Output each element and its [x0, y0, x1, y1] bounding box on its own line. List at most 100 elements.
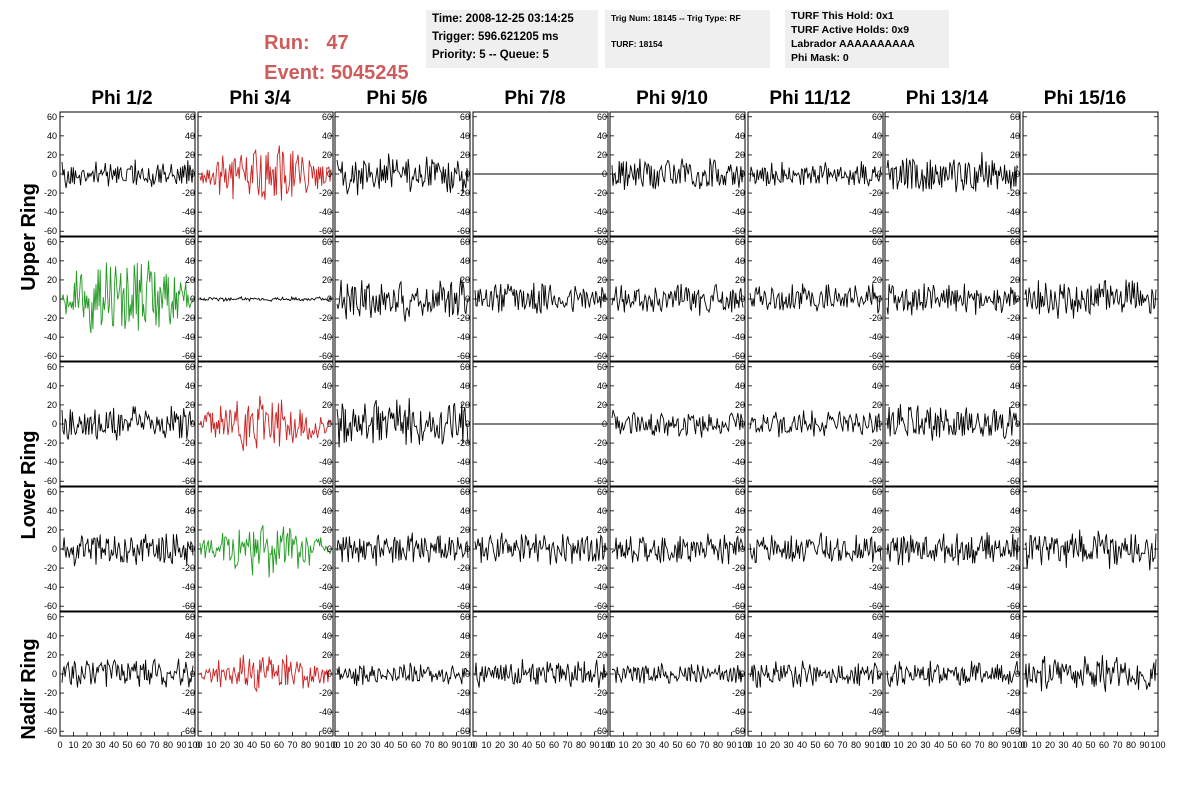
y-tick-label: 60 — [460, 112, 470, 122]
y-tick-label: 0 — [877, 169, 882, 179]
y-tick-label: -20 — [594, 313, 607, 323]
x-tick-label: 100 — [462, 740, 477, 750]
y-tick-label: 20 — [185, 150, 195, 160]
y-tick-label: 20 — [322, 400, 332, 410]
y-tick-label: 0 — [740, 419, 745, 429]
x-tick-label: 0 — [1020, 740, 1025, 750]
y-tick-label: -60 — [594, 226, 607, 236]
y-tick-label: 40 — [322, 506, 332, 516]
x-tick-label: 50 — [1085, 740, 1095, 750]
y-tick-label: 60 — [460, 612, 470, 622]
y-tick-label: 60 — [872, 612, 882, 622]
y-tick-label: -60 — [1007, 226, 1020, 236]
x-tick-label: 50 — [122, 740, 132, 750]
y-tick-label: -40 — [457, 207, 470, 217]
y-tick-label: 60 — [47, 487, 57, 497]
y-tick-label: -20 — [44, 313, 57, 323]
y-tick-label: 40 — [872, 631, 882, 641]
x-tick-label: 30 — [95, 740, 105, 750]
y-tick-label: -20 — [869, 188, 882, 198]
y-tick-label: 40 — [735, 631, 745, 641]
x-tick-label: 80 — [163, 740, 173, 750]
waveform-panel-r5-c8: -60 -40 -20 0 20 40 60 — [1007, 611, 1159, 737]
y-tick-label: -20 — [732, 563, 745, 573]
y-tick-label: -40 — [594, 332, 607, 342]
y-tick-label: -40 — [319, 332, 332, 342]
y-tick-label: -20 — [319, 688, 332, 698]
y-tick-label: 0 — [52, 419, 57, 429]
y-tick-label: 40 — [872, 381, 882, 391]
turf-line: TURF: 18154 — [611, 39, 663, 49]
y-tick-label: -40 — [182, 582, 195, 592]
y-tick-label: 20 — [872, 525, 882, 535]
y-tick-label: 40 — [322, 631, 332, 641]
y-tick-label: 0 — [52, 669, 57, 679]
y-tick-label: 60 — [597, 487, 607, 497]
y-tick-label: -40 — [869, 207, 882, 217]
panel-frame — [197, 361, 334, 487]
x-tick-label: 90 — [589, 740, 599, 750]
y-tick-label: 0 — [190, 169, 195, 179]
y-tick-label: -40 — [732, 457, 745, 467]
waveform-trace — [61, 658, 194, 688]
y-tick-label: -40 — [457, 457, 470, 467]
y-tick-label: -60 — [182, 226, 195, 236]
y-tick-label: 0 — [740, 669, 745, 679]
y-tick-label: 40 — [597, 506, 607, 516]
y-tick-label: 40 — [872, 131, 882, 141]
panel-frame — [59, 111, 196, 237]
waveform-panel-r1-c3: -60 -40 -20 0 20 40 60 — [319, 111, 471, 237]
waveform-panel-r2-c7: -60 -40 -20 0 20 40 60 — [869, 236, 1021, 362]
trig-num-line: Trig Num: 18145 -- Trig Type: RF — [611, 13, 741, 23]
y-tick-label: 20 — [47, 650, 57, 660]
y-tick-label: -60 — [44, 476, 57, 486]
y-tick-label: 20 — [1010, 150, 1020, 160]
waveform-trace — [336, 398, 469, 448]
y-tick-label: -40 — [594, 457, 607, 467]
y-tick-label: 20 — [322, 150, 332, 160]
y-tick-label: 60 — [1010, 112, 1020, 122]
y-tick-label: 60 — [597, 112, 607, 122]
y-tick-label: 60 — [1010, 487, 1020, 497]
y-tick-label: 40 — [1010, 381, 1020, 391]
y-tick-label: -40 — [182, 207, 195, 217]
y-tick-label: 0 — [1015, 544, 1020, 554]
y-tick-label: -20 — [182, 313, 195, 323]
y-tick-label: -20 — [319, 313, 332, 323]
x-tick-label: 60 — [274, 740, 284, 750]
y-tick-label: -60 — [319, 351, 332, 361]
waveform-trace — [199, 525, 332, 578]
y-tick-label: 60 — [872, 237, 882, 247]
waveform-panel-r3-c8: -60 -40 -20 0 20 40 60 — [1007, 361, 1159, 487]
phi-label-7: Phi 13/14 — [905, 88, 989, 109]
y-tick-label: 0 — [602, 669, 607, 679]
waveform-trace — [749, 161, 882, 187]
waveform-trace — [61, 405, 194, 441]
y-tick-label: 60 — [47, 112, 57, 122]
waveform-panel-r4-c7: -60 -40 -20 0 20 40 60 — [869, 486, 1021, 612]
panel-frame — [609, 611, 746, 737]
waveform-panel-r4-c5: -60 -40 -20 0 20 40 60 — [594, 486, 746, 612]
y-tick-label: 0 — [602, 169, 607, 179]
y-tick-label: 20 — [460, 275, 470, 285]
y-tick-label: 20 — [735, 650, 745, 660]
waveform-trace — [611, 533, 744, 565]
y-tick-label: 20 — [47, 275, 57, 285]
y-tick-label: 20 — [460, 150, 470, 160]
x-tick-label: 30 — [920, 740, 930, 750]
y-tick-label: -20 — [44, 438, 57, 448]
y-tick-label: 60 — [735, 237, 745, 247]
y-tick-label: -20 — [457, 438, 470, 448]
x-tick-label: 30 — [645, 740, 655, 750]
y-tick-label: 40 — [47, 256, 57, 266]
x-tick-label: 100 — [600, 740, 615, 750]
y-tick-label: 60 — [1010, 612, 1020, 622]
y-tick-label: 60 — [460, 362, 470, 372]
waveform-panel-r5-c2: -60 -40 -20 0 20 40 60 — [182, 611, 334, 737]
waveform-trace — [61, 260, 194, 334]
x-tick-label: 0 — [607, 740, 612, 750]
y-tick-label: 20 — [735, 525, 745, 535]
y-tick-label: 0 — [190, 544, 195, 554]
y-tick-label: -20 — [182, 188, 195, 198]
y-tick-label: -60 — [594, 476, 607, 486]
